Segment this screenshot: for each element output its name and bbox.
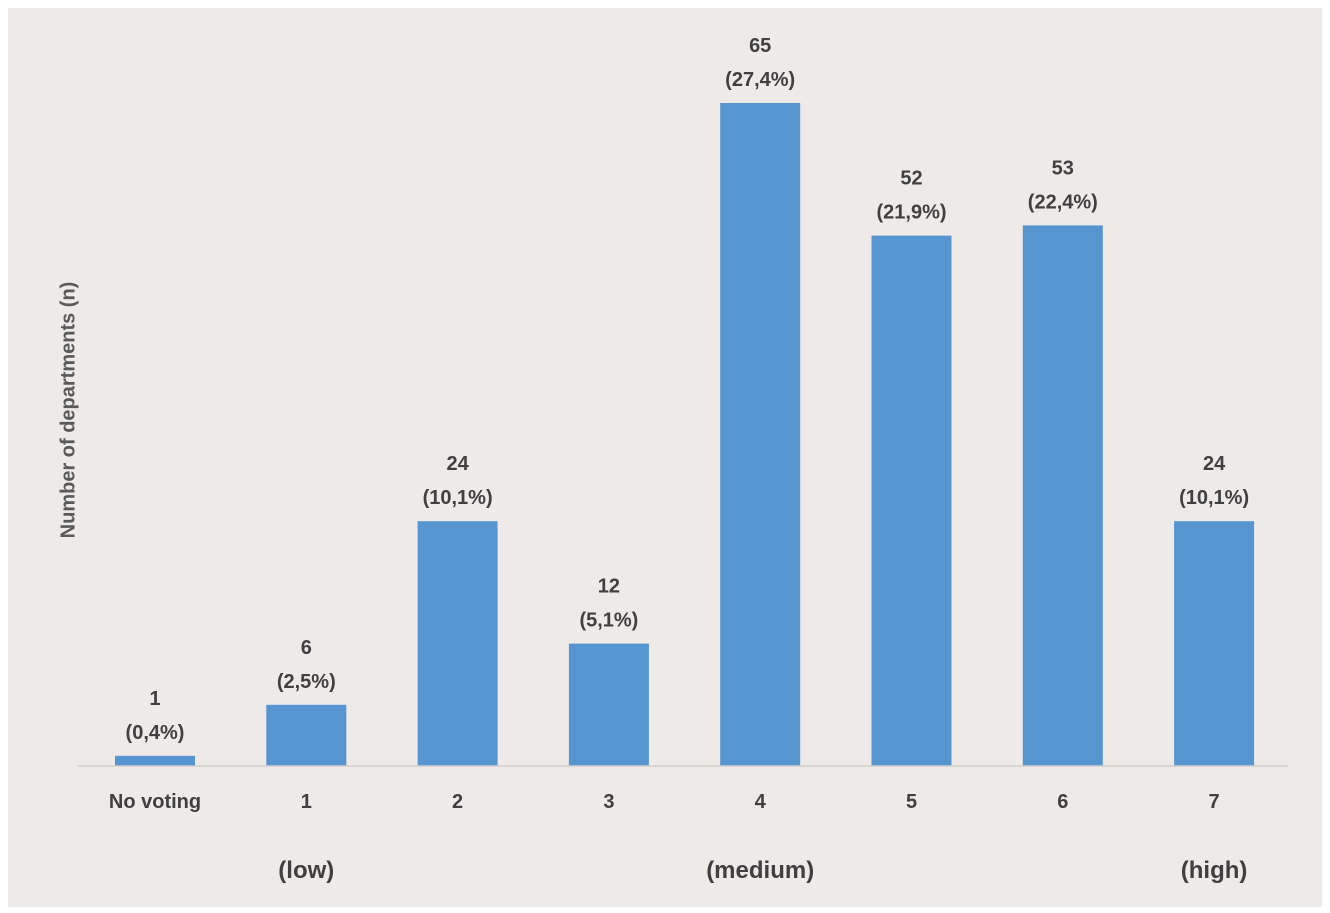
data-label-count: 52 (900, 168, 922, 190)
data-label-percent: (27,4%) (725, 69, 795, 91)
scale-annotation: (low) (278, 857, 334, 884)
data-label-percent: (0,4%) (126, 722, 185, 744)
chart-background (8, 8, 1322, 907)
data-label-count: 1 (149, 688, 160, 710)
data-label-percent: (2,5%) (277, 671, 336, 693)
x-tick-label: 7 (1209, 791, 1220, 813)
bar (720, 103, 801, 766)
data-label-percent: (10,1%) (1179, 487, 1249, 509)
scale-annotation: (high) (1181, 857, 1248, 884)
bar (568, 643, 649, 766)
bar (115, 755, 195, 766)
bar (1022, 225, 1103, 766)
y-axis-title: Number of departments (n) (57, 282, 79, 539)
data-label-count: 6 (301, 637, 312, 659)
data-label-count: 53 (1052, 157, 1074, 179)
x-tick-label: 3 (603, 791, 614, 813)
data-label-count: 24 (446, 453, 469, 475)
x-tick-label: 5 (906, 791, 917, 813)
x-tick-label: 4 (755, 791, 767, 813)
bar (1174, 521, 1255, 766)
scale-annotation: (medium) (706, 857, 814, 884)
bar (266, 704, 347, 766)
x-tick-label: 1 (301, 791, 312, 813)
x-tick-label: 6 (1057, 791, 1068, 813)
x-tick-label: 2 (452, 791, 463, 813)
data-label-count: 12 (598, 576, 620, 598)
data-label-count: 24 (1203, 453, 1226, 475)
data-label-percent: (22,4%) (1028, 191, 1098, 213)
bar (871, 235, 952, 767)
x-tick-label: No voting (109, 791, 201, 813)
data-label-percent: (10,1%) (423, 487, 493, 509)
bars-group (115, 103, 1255, 767)
data-label-percent: (21,9%) (876, 202, 946, 224)
data-label-count: 65 (749, 35, 771, 57)
data-label-percent: (5,1%) (579, 610, 638, 632)
labels-group: (0,4%) 1 No voting (2,5%) 6 1 (10,1%) 24 2 (5,1%)… (109, 35, 1249, 884)
bar (417, 521, 498, 766)
